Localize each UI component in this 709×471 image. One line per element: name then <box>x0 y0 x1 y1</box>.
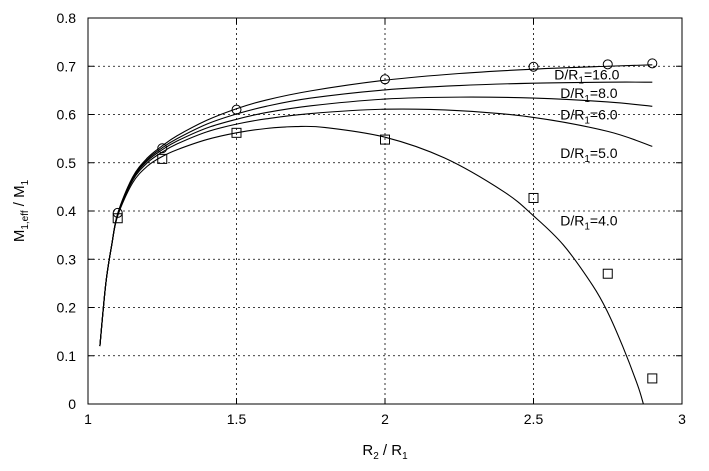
curve-label: D/R1=16.0 <box>554 66 619 86</box>
circle-marker <box>157 143 168 154</box>
curve-label: D/R1=4.0 <box>560 213 618 233</box>
y-tick-label: 0.6 <box>57 107 77 123</box>
square-marker <box>157 153 168 164</box>
x-axis-label: R2 / R1 <box>362 442 408 462</box>
grid <box>88 18 682 404</box>
x-tick-label: 2 <box>381 411 389 427</box>
square-marker <box>647 373 658 384</box>
y-tick-label: 0.3 <box>57 251 77 267</box>
curve-label: D/R1=8.0 <box>560 85 618 105</box>
square-marker <box>231 127 242 138</box>
y-tick-label: 0 <box>68 396 76 412</box>
circle-marker <box>647 58 658 69</box>
curve-labels: D/R1=16.0D/R1=8.0D/R1=6.0 D/R1=5.0 D/R1=4.… <box>554 66 619 232</box>
series-line-4 <box>99 125 644 405</box>
y-tick-label: 0.8 <box>57 10 77 26</box>
y-tick-label: 0.1 <box>57 348 77 364</box>
circle-marker <box>528 61 539 72</box>
circle-marker <box>231 104 242 115</box>
x-tick-label: 2.5 <box>524 411 544 427</box>
data-markers <box>112 58 658 384</box>
y-tick-label: 0.7 <box>57 58 77 74</box>
square-marker <box>380 134 390 145</box>
curve-label: D/R1=6.0 <box>560 107 618 127</box>
y-tick-label: 0.5 <box>57 155 77 171</box>
x-tick-label: 1.5 <box>227 411 247 427</box>
circle-marker <box>112 207 123 218</box>
square-marker <box>602 268 613 279</box>
y-axis-label: M1,eff / M1 <box>11 179 31 242</box>
y-tick-label: 0.4 <box>57 203 77 219</box>
square-marker <box>112 213 123 224</box>
y-tick-label: 0.2 <box>57 300 77 316</box>
circle-marker <box>380 74 390 85</box>
circle-marker <box>602 59 613 70</box>
curves <box>99 64 653 405</box>
square-marker <box>528 192 539 203</box>
x-tick-label: 3 <box>678 411 686 427</box>
x-tick-label: 1 <box>84 411 92 427</box>
curve-label: D/R1=5.0 <box>560 145 618 165</box>
axis-ticks: 1 1.5 2 2.5 3 0 0.1 0.2 0.3 0.4 0.5 0.6 0.7 0.8 <box>57 10 687 427</box>
